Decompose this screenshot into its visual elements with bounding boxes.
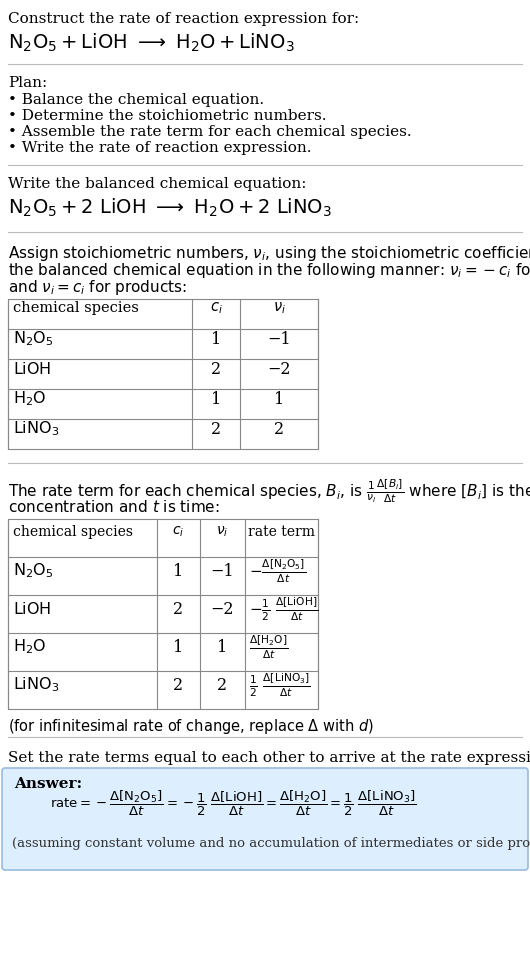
Text: $\nu_i$: $\nu_i$ bbox=[216, 525, 229, 539]
Text: $\nu_i$: $\nu_i$ bbox=[272, 301, 286, 316]
Text: $\frac{1}{2}\ \frac{\Delta[\mathrm{LiNO_3}]}{\Delta t}$: $\frac{1}{2}\ \frac{\Delta[\mathrm{LiNO_… bbox=[249, 671, 311, 699]
Text: Answer:: Answer: bbox=[14, 777, 82, 791]
Text: $\mathrm{H_2O}$: $\mathrm{H_2O}$ bbox=[13, 389, 47, 408]
Bar bbox=[8, 519, 318, 709]
Text: 1: 1 bbox=[173, 638, 183, 656]
Text: 1: 1 bbox=[211, 331, 221, 347]
Text: $-\frac{\Delta[\mathrm{N_2O_5}]}{\Delta t}$: $-\frac{\Delta[\mathrm{N_2O_5}]}{\Delta … bbox=[249, 557, 306, 585]
Text: $c_i$: $c_i$ bbox=[209, 301, 223, 316]
Text: • Assemble the rate term for each chemical species.: • Assemble the rate term for each chemic… bbox=[8, 125, 412, 139]
Text: $\mathrm{LiOH}$: $\mathrm{LiOH}$ bbox=[13, 601, 51, 617]
Text: and $\nu_i = c_i$ for products:: and $\nu_i = c_i$ for products: bbox=[8, 278, 187, 297]
Text: (for infinitesimal rate of change, replace $\Delta$ with $d$): (for infinitesimal rate of change, repla… bbox=[8, 717, 374, 736]
Text: 2: 2 bbox=[173, 676, 183, 694]
Text: 1: 1 bbox=[274, 390, 284, 408]
Text: Set the rate terms equal to each other to arrive at the rate expression:: Set the rate terms equal to each other t… bbox=[8, 751, 530, 765]
Text: Plan:: Plan: bbox=[8, 76, 47, 90]
Text: The rate term for each chemical species, $B_i$, is $\frac{1}{\nu_i}\frac{\Delta[: The rate term for each chemical species,… bbox=[8, 477, 530, 505]
Text: −1: −1 bbox=[211, 562, 234, 580]
Text: 1: 1 bbox=[211, 390, 221, 408]
Text: $-\frac{1}{2}\ \frac{\Delta[\mathrm{LiOH}]}{\Delta t}$: $-\frac{1}{2}\ \frac{\Delta[\mathrm{LiOH… bbox=[249, 595, 319, 623]
Text: $\mathrm{LiNO_3}$: $\mathrm{LiNO_3}$ bbox=[13, 675, 59, 694]
Text: $\mathrm{LiNO_3}$: $\mathrm{LiNO_3}$ bbox=[13, 420, 59, 438]
Text: concentration and $t$ is time:: concentration and $t$ is time: bbox=[8, 499, 220, 515]
Text: $\mathrm{N_2O_5 + LiOH\ \longrightarrow\ H_2O + LiNO_3}$: $\mathrm{N_2O_5 + LiOH\ \longrightarrow\… bbox=[8, 32, 295, 55]
Text: 2: 2 bbox=[211, 360, 221, 378]
Text: the balanced chemical equation in the following manner: $\nu_i = -c_i$ for react: the balanced chemical equation in the fo… bbox=[8, 261, 530, 280]
Text: $\mathrm{N_2O_5 + 2\ LiOH\ \longrightarrow\ H_2O + 2\ LiNO_3}$: $\mathrm{N_2O_5 + 2\ LiOH\ \longrightarr… bbox=[8, 197, 332, 220]
FancyBboxPatch shape bbox=[2, 768, 528, 870]
Text: • Write the rate of reaction expression.: • Write the rate of reaction expression. bbox=[8, 141, 312, 155]
Text: chemical species: chemical species bbox=[13, 301, 139, 315]
Text: 2: 2 bbox=[274, 421, 284, 437]
Text: • Determine the stoichiometric numbers.: • Determine the stoichiometric numbers. bbox=[8, 109, 326, 123]
Text: • Balance the chemical equation.: • Balance the chemical equation. bbox=[8, 93, 264, 107]
Text: 2: 2 bbox=[217, 676, 227, 694]
Text: Assign stoichiometric numbers, $\nu_i$, using the stoichiometric coefficients, $: Assign stoichiometric numbers, $\nu_i$, … bbox=[8, 244, 530, 263]
Text: $\mathrm{N_2O_5}$: $\mathrm{N_2O_5}$ bbox=[13, 330, 54, 348]
Text: $\frac{\Delta[\mathrm{H_2O}]}{\Delta t}$: $\frac{\Delta[\mathrm{H_2O}]}{\Delta t}$ bbox=[249, 633, 288, 661]
Text: chemical species: chemical species bbox=[13, 525, 133, 539]
Text: Construct the rate of reaction expression for:: Construct the rate of reaction expressio… bbox=[8, 12, 359, 26]
Text: $\mathrm{LiOH}$: $\mathrm{LiOH}$ bbox=[13, 361, 51, 377]
Text: Write the balanced chemical equation:: Write the balanced chemical equation: bbox=[8, 177, 306, 191]
Text: $\mathrm{N_2O_5}$: $\mathrm{N_2O_5}$ bbox=[13, 561, 54, 581]
Text: 1: 1 bbox=[217, 638, 227, 656]
Text: $c_i$: $c_i$ bbox=[172, 525, 184, 539]
Text: −1: −1 bbox=[267, 331, 291, 347]
Text: $\mathrm{H_2O}$: $\mathrm{H_2O}$ bbox=[13, 637, 47, 656]
Text: 2: 2 bbox=[173, 600, 183, 618]
Text: (assuming constant volume and no accumulation of intermediates or side products): (assuming constant volume and no accumul… bbox=[12, 837, 530, 850]
Text: 1: 1 bbox=[173, 562, 183, 580]
Text: −2: −2 bbox=[211, 600, 234, 618]
Text: −2: −2 bbox=[267, 360, 291, 378]
Text: 2: 2 bbox=[211, 421, 221, 437]
Bar bbox=[8, 299, 318, 449]
Text: $\mathrm{rate} = -\dfrac{\Delta[\mathrm{N_2O_5}]}{\Delta t} = -\dfrac{1}{2}\ \df: $\mathrm{rate} = -\dfrac{\Delta[\mathrm{… bbox=[50, 789, 417, 818]
Text: rate term: rate term bbox=[248, 525, 315, 539]
